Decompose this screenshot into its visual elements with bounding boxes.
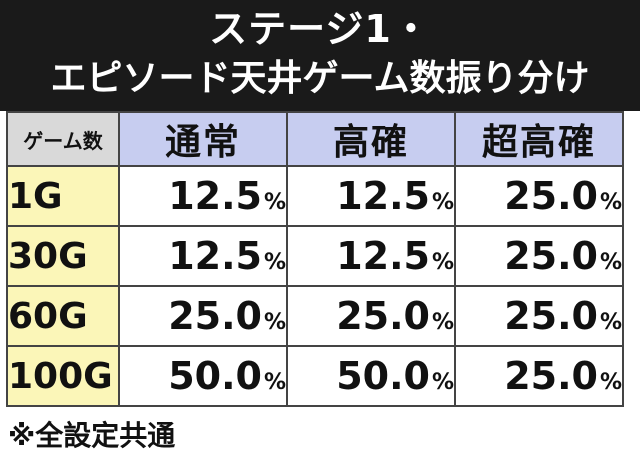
title-banner: ステージ1・ エピソード天井ゲーム数振り分け	[0, 0, 640, 111]
cell-value: 25.0	[336, 294, 430, 338]
table-cell: 25.0%	[118, 285, 288, 347]
table-cell: 25.0%	[286, 285, 456, 347]
cell-value: 25.0	[504, 174, 598, 218]
table-row: 100G 50.0% 50.0% 25.0%	[6, 345, 624, 407]
distribution-table: ゲーム数 通常 高確 超高確 1G 12.5% 12.5% 25.0% 30G …	[6, 111, 624, 407]
cell-value: 25.0	[504, 354, 598, 398]
table-cell: 12.5%	[118, 165, 288, 227]
corner-header-game-count: ゲーム数	[6, 111, 120, 167]
row-header: 30G	[6, 225, 120, 287]
table-cell: 12.5%	[286, 165, 456, 227]
cell-value: 50.0	[336, 354, 430, 398]
table-row: 1G 12.5% 12.5% 25.0%	[6, 165, 624, 227]
row-header: 1G	[6, 165, 120, 227]
header-row: ゲーム数 通常 高確 超高確	[6, 111, 624, 167]
table-cell: 12.5%	[118, 225, 288, 287]
percent-sign: %	[263, 190, 286, 215]
row-header: 100G	[6, 345, 120, 407]
percent-sign: %	[263, 370, 286, 395]
cell-value: 12.5	[336, 174, 430, 218]
column-header-normal: 通常	[118, 111, 288, 167]
percent-sign: %	[599, 190, 622, 215]
cell-value: 12.5	[336, 234, 430, 278]
page-title-line1: ステージ1・	[209, 7, 431, 51]
cell-value: 12.5	[168, 174, 262, 218]
page-title-line2: エピソード天井ゲーム数振り分け	[50, 58, 590, 99]
percent-sign: %	[599, 370, 622, 395]
percent-sign: %	[263, 250, 286, 275]
cell-value: 12.5	[168, 234, 262, 278]
cell-value: 25.0	[504, 294, 598, 338]
column-header-super-high: 超高確	[454, 111, 624, 167]
table-cell: 50.0%	[286, 345, 456, 407]
percent-sign: %	[599, 310, 622, 335]
cell-value: 50.0	[168, 354, 262, 398]
percent-sign: %	[263, 310, 286, 335]
row-header: 60G	[6, 285, 120, 347]
table-row: 60G 25.0% 25.0% 25.0%	[6, 285, 624, 347]
table-cell: 25.0%	[454, 165, 624, 227]
cell-value: 25.0	[504, 234, 598, 278]
table-cell: 25.0%	[454, 345, 624, 407]
footnote: ※全設定共通	[8, 419, 176, 452]
table-cell: 25.0%	[454, 225, 624, 287]
percent-sign: %	[431, 310, 454, 335]
table-cell: 25.0%	[454, 285, 624, 347]
percent-sign: %	[431, 190, 454, 215]
table-cell: 50.0%	[118, 345, 288, 407]
table-row: 30G 12.5% 12.5% 25.0%	[6, 225, 624, 287]
cell-value: 25.0	[168, 294, 262, 338]
percent-sign: %	[431, 370, 454, 395]
percent-sign: %	[599, 250, 622, 275]
percent-sign: %	[431, 250, 454, 275]
table-cell: 12.5%	[286, 225, 456, 287]
column-header-high: 高確	[286, 111, 456, 167]
